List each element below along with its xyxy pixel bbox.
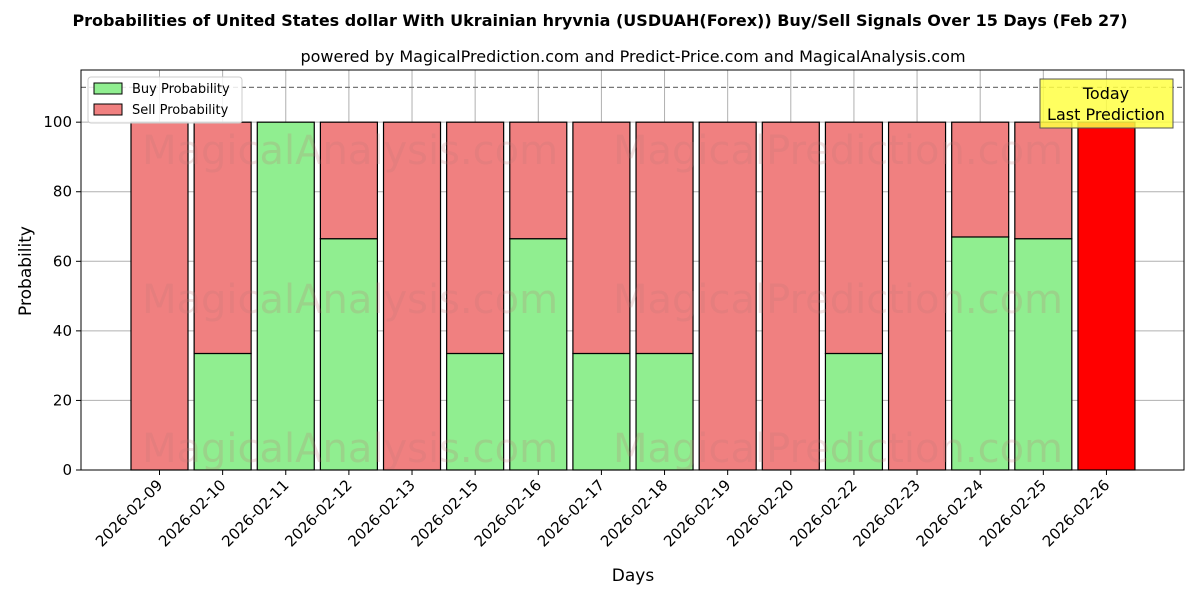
x-tick-label: 2026-02-09 [92, 476, 166, 550]
legend-label-sell: Sell Probability [132, 103, 229, 118]
x-tick-label: 2026-02-19 [660, 476, 734, 550]
legend-swatch-buy [93, 82, 123, 95]
bar-sell-today [1077, 121, 1136, 471]
bar-sell [951, 121, 1010, 238]
bar-buy [509, 238, 568, 471]
y-tick-label: 100 [43, 113, 72, 131]
x-tick-label: 2026-02-16 [471, 476, 545, 550]
y-tick-label: 60 [53, 252, 72, 270]
bar-buy [1014, 238, 1073, 471]
watermark-text: MagicalPrediction.com [613, 128, 1063, 174]
bar-sell [509, 121, 568, 240]
bar-buy [635, 352, 694, 471]
chart-subtitle: powered by MagicalPrediction.com and Pre… [300, 47, 965, 66]
y-axis-label: Probability [16, 226, 36, 316]
x-tick-label: 2026-02-17 [534, 476, 608, 550]
today-annotation-line1: Today [1082, 84, 1129, 103]
x-tick-label: 2026-02-11 [218, 476, 292, 550]
x-tick-label: 2026-02-22 [786, 476, 860, 550]
today-annotation: Today Last Prediction [1039, 78, 1174, 129]
x-tick-label: 2026-02-18 [597, 476, 671, 550]
watermark-text: MagicalAnalysis.com [142, 426, 558, 472]
x-tick-label: 2026-02-12 [281, 476, 355, 550]
bar-sell [193, 121, 252, 355]
today-annotation-box [1039, 78, 1174, 129]
bar-buy [824, 352, 884, 471]
bar-buy [572, 352, 631, 471]
x-tick-label: 2026-02-20 [723, 476, 797, 550]
y-axis: 0 20 40 60 80 100 [43, 113, 81, 479]
y-tick-label: 20 [53, 391, 72, 409]
watermark-text: MagicalPrediction.com [613, 426, 1063, 472]
chart-title: Probabilities of United States dollar Wi… [72, 11, 1127, 30]
bar-buy [256, 121, 315, 471]
today-annotation-line2: Last Prediction [1047, 105, 1165, 124]
watermark-text: MagicalAnalysis.com [142, 128, 558, 174]
watermark-text: MagicalPrediction.com [613, 277, 1063, 323]
x-tick-label: 2026-02-23 [850, 476, 924, 550]
bar-sell [446, 121, 505, 355]
bar-buy [319, 238, 378, 471]
legend: Buy Probability Sell Probability [87, 76, 243, 124]
y-tick-label: 40 [53, 322, 72, 340]
bar-sell [698, 121, 757, 471]
bars [130, 121, 1136, 471]
bar-sell [382, 121, 442, 471]
legend-box [87, 76, 243, 124]
x-tick-label: 2026-02-10 [155, 476, 229, 550]
x-tick-label: 2026-02-15 [408, 476, 482, 550]
x-tick-label: 2026-02-25 [976, 476, 1050, 550]
legend-label-buy: Buy Probability [132, 82, 230, 97]
legend-swatch-sell [93, 103, 123, 116]
bar-sell [824, 121, 884, 355]
x-axis: 2026-02-092026-02-102026-02-112026-02-12… [92, 470, 1113, 550]
plot-frame [80, 69, 1185, 471]
bar-sell [572, 121, 631, 355]
bar-sell [319, 121, 378, 240]
x-tick-label: 2026-02-13 [344, 476, 418, 550]
watermark-text: MagicalAnalysis.com [142, 277, 558, 323]
x-axis-label: Days [612, 566, 655, 586]
x-tick-label: 2026-02-26 [1039, 476, 1113, 550]
bar-sell [635, 121, 694, 355]
bar-sell [1014, 121, 1073, 240]
y-tick-label: 0 [62, 461, 72, 479]
y-tick-label: 80 [53, 183, 72, 201]
bar-sell [887, 121, 947, 471]
watermarks: MagicalAnalysis.com MagicalPrediction.com… [142, 128, 1063, 472]
bar-sell [761, 121, 820, 471]
bar-buy [951, 236, 1010, 471]
x-tick-label: 2026-02-24 [913, 476, 987, 550]
